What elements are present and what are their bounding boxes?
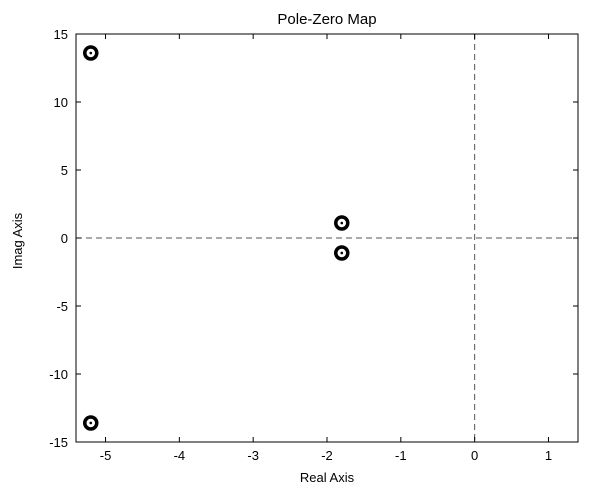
y-tick-label: 5 bbox=[61, 163, 68, 178]
x-tick-label: -1 bbox=[395, 448, 407, 463]
chart-title: Pole-Zero Map bbox=[277, 11, 376, 28]
x-axis-label: Real Axis bbox=[300, 470, 355, 485]
y-tick-label: 10 bbox=[54, 95, 68, 110]
y-tick-label: 15 bbox=[54, 27, 68, 42]
y-axis-label: Imag Axis bbox=[10, 212, 25, 269]
pole-zero-marker bbox=[334, 215, 350, 231]
pole-zero-marker-center bbox=[89, 51, 93, 55]
pole-zero-marker bbox=[83, 45, 99, 61]
pole-zero-marker bbox=[83, 415, 99, 431]
x-tick-label: -3 bbox=[247, 448, 259, 463]
pole-zero-marker-center bbox=[340, 221, 344, 225]
pole-zero-marker bbox=[334, 245, 350, 261]
x-tick-label: -4 bbox=[174, 448, 186, 463]
x-tick-label: -2 bbox=[321, 448, 333, 463]
x-tick-label: -5 bbox=[100, 448, 112, 463]
y-tick-label: -5 bbox=[56, 299, 68, 314]
y-tick-label: 0 bbox=[61, 231, 68, 246]
pole-zero-marker-center bbox=[340, 251, 344, 255]
y-tick-label: -15 bbox=[49, 435, 68, 450]
y-tick-label: -10 bbox=[49, 367, 68, 382]
x-tick-label: 0 bbox=[471, 448, 478, 463]
x-tick-label: 1 bbox=[545, 448, 552, 463]
pole-zero-marker-center bbox=[89, 421, 93, 425]
